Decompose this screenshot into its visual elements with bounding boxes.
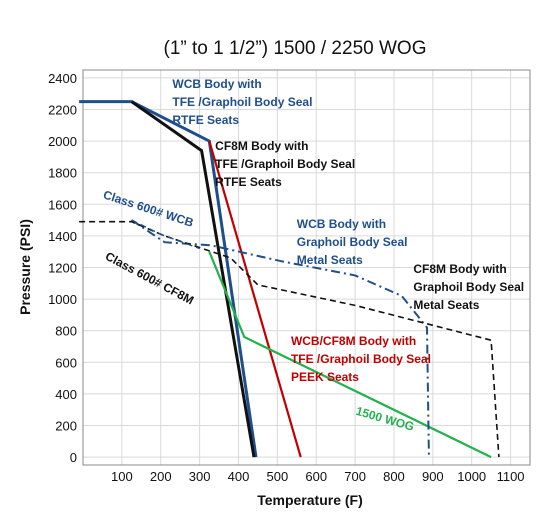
x-tick-label: 200 xyxy=(150,469,172,484)
annotation-label: WCB Body with TFE /Graphoil Body Seal RTFE… xyxy=(172,77,312,127)
grid xyxy=(83,70,530,465)
annotation-line: WCB/CF8M Body with xyxy=(291,334,416,348)
annotation-line: WCB Body with xyxy=(297,217,386,231)
x-tick-label: 400 xyxy=(228,469,250,484)
chart-title: (1” to 1 1/2”) 1500 / 2250 WOG xyxy=(164,38,427,59)
annotation-line: CF8M Body with xyxy=(413,262,506,276)
annotation-line: Metal Seats xyxy=(413,298,479,312)
annotation-label: WCB/CF8M Body with TFE /Graphoil Body Sea… xyxy=(291,334,431,384)
annotation-line: Graphoil Body Seal xyxy=(413,280,524,294)
annotation-line: TFE /Graphoil Body Seal xyxy=(215,157,355,171)
plot-border xyxy=(82,69,531,466)
y-axis-label: Pressure (PSI) xyxy=(17,219,33,315)
x-tick-label: 500 xyxy=(266,469,288,484)
x-tick-label: 1100 xyxy=(497,469,525,484)
y-tick-label: 1600 xyxy=(48,197,77,212)
x-tick-label: 100 xyxy=(111,469,133,484)
y-tick-label: 800 xyxy=(55,324,77,339)
series-line-wog-1500 xyxy=(208,251,492,459)
annotation-line: CF8M Body with xyxy=(215,139,308,153)
tick-labels: 0 200 400 600 800 1000 1200 1400 1600 1800 2000 220… xyxy=(48,71,524,484)
annotation-line: RTFE Seats xyxy=(215,175,282,189)
annotation-line: WCB Body with xyxy=(172,77,261,91)
y-tick-label: 2000 xyxy=(48,134,77,149)
y-tick-label: 1400 xyxy=(48,229,77,244)
x-tick-label: 700 xyxy=(344,469,366,484)
annotation-line: TFE /Graphoil Body Seal xyxy=(291,352,431,366)
annotation-line: 1500 WOG xyxy=(354,404,416,434)
annotation-label: WCB Body with Graphoil Body Seal Metal Sea… xyxy=(297,217,408,267)
annotation-line: Class 600# WCB xyxy=(102,188,196,230)
annotation-line: TFE /Graphoil Body Seal xyxy=(172,95,312,109)
series-line-cf8m-metal xyxy=(79,220,500,458)
annotation-label: CF8M Body with Graphoil Body Seal Metal Se… xyxy=(413,262,524,312)
annotation-line: Graphoil Body Seal xyxy=(297,235,408,249)
annotations: WCB Body with TFE /Graphoil Body Seal RTFE… xyxy=(102,77,525,434)
series-line-cf8m-tfe-rtfe xyxy=(130,100,256,458)
x-tick-label: 600 xyxy=(305,469,327,484)
y-tick-label: 600 xyxy=(55,355,77,370)
x-tick-label: 300 xyxy=(189,469,211,484)
y-tick-label: 0 xyxy=(70,450,77,465)
x-axis-label: Temperature (F) xyxy=(257,492,363,508)
series-lines xyxy=(79,100,500,459)
y-tick-label: 200 xyxy=(55,419,77,434)
annotation-line: RTFE Seats xyxy=(172,113,239,127)
annotation-label: 1500 WOG xyxy=(354,404,416,434)
series-line-class600-wcb xyxy=(131,219,200,250)
annotation-line: Metal Seats xyxy=(297,253,363,267)
y-tick-label: 400 xyxy=(55,387,77,402)
series-line-wcb-cf8m-peek xyxy=(208,140,302,458)
annotation-line: PEEK Seats xyxy=(291,370,359,384)
x-tick-label: 800 xyxy=(383,469,405,484)
x-tick-label: 1000 xyxy=(457,469,486,484)
annotation-label: CF8M Body with TFE /Graphoil Body Seal RTF… xyxy=(215,139,355,189)
x-tick-label: 900 xyxy=(422,469,444,484)
y-tick-label: 1800 xyxy=(48,166,77,181)
series-line-wcb-tfe-rtfe xyxy=(79,100,258,458)
y-tick-label: 2400 xyxy=(48,71,77,86)
y-tick-label: 2200 xyxy=(48,103,77,118)
y-tick-label: 1200 xyxy=(48,261,77,276)
annotation-label: Class 600# WCB xyxy=(102,188,196,230)
y-tick-label: 1000 xyxy=(48,292,77,307)
